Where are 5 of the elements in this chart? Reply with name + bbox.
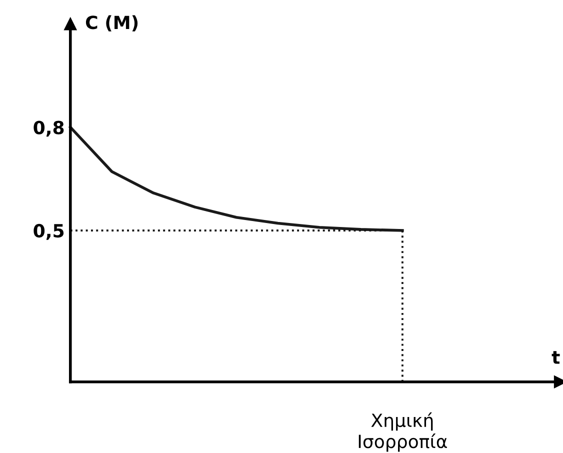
y-axis-title: C (M) xyxy=(86,15,138,32)
y-tick-label: 0,5 xyxy=(34,224,64,240)
x-axis-title: t xyxy=(552,351,560,364)
x-tick-label: Χημική Ισορροπία xyxy=(358,412,447,452)
y-tick-label: 0,8 xyxy=(34,120,64,137)
